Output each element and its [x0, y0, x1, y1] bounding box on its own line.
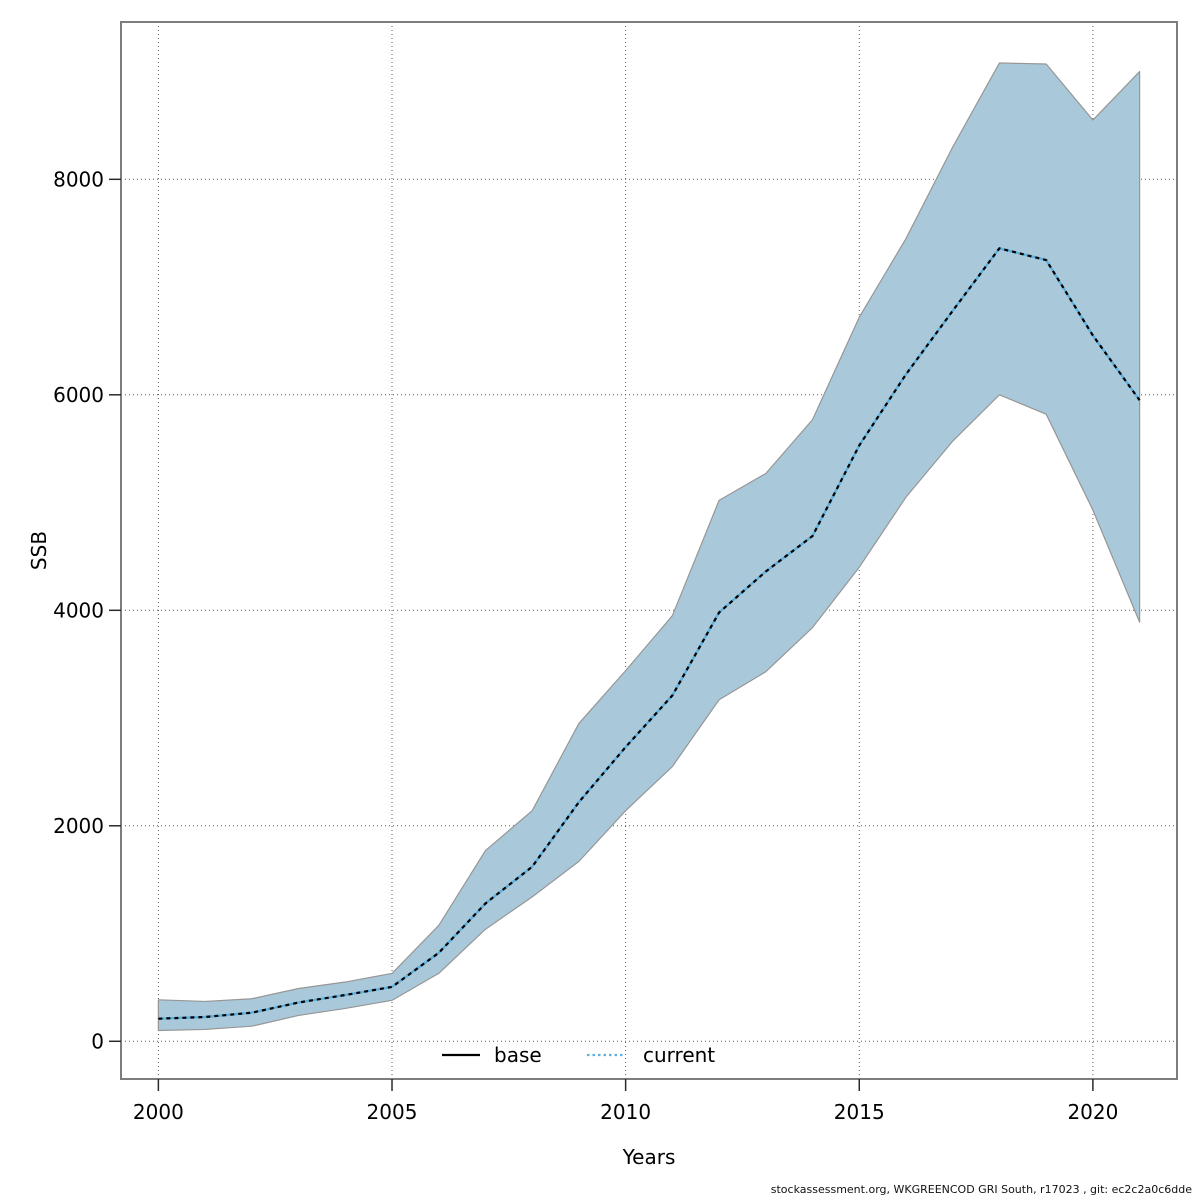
y-tick-label: 4000	[53, 598, 104, 622]
axis-ticks	[109, 178, 1094, 1091]
base-line	[158, 247, 1141, 1020]
y-tick-label: 2000	[53, 814, 104, 838]
y-tick-label: 8000	[53, 167, 104, 191]
y-tick-label: 6000	[53, 383, 104, 407]
footer-credit: stockassessment.org, WKGREENCOD GRI Sout…	[770, 1183, 1192, 1196]
x-tick-label: 2020	[1067, 1100, 1118, 1124]
plot-border	[120, 21, 1178, 1080]
legend-label-base: base	[494, 1043, 542, 1067]
axis-tick-labels: 2000 2005 2010 2015 2020 0 2000 4000 6000 8000	[53, 167, 1118, 1124]
legend-label-current: current	[643, 1043, 715, 1067]
x-axis-title: Years	[622, 1145, 676, 1169]
legend-item-base: base	[442, 1043, 542, 1067]
legend-item-current: current	[587, 1043, 715, 1067]
x-tick-label: 2005	[367, 1100, 418, 1124]
y-axis-title: SSB	[27, 531, 51, 570]
y-tick-label: 0	[91, 1029, 104, 1053]
confidence-ribbon	[157, 62, 1141, 1032]
x-tick-label: 2000	[133, 1100, 184, 1124]
x-tick-label: 2010	[600, 1100, 651, 1124]
legend: base current	[442, 1043, 715, 1067]
x-tick-label: 2015	[834, 1100, 885, 1124]
